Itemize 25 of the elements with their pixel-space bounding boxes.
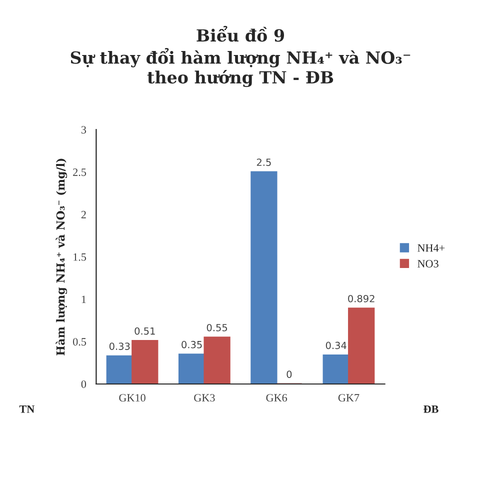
y-tick-label: 0.5 — [73, 338, 86, 346]
y-axis-title: Hàm lượng NH₄⁺ và NO₃⁻ (mg/l) — [56, 158, 68, 356]
text: TN — [19, 406, 35, 413]
x-tick-label: GK10 — [119, 394, 146, 402]
legend-label: NO3 — [418, 260, 438, 268]
data-label: 0.33 — [109, 342, 130, 350]
data-label: 0.51 — [134, 327, 155, 335]
chart-title: Biểu đồ 9 Sự thay đổi hàm lượng NH₄⁺ và NO₃⁻ theo hướng TN - ĐB — [70, 26, 410, 88]
data-label: 0 — [286, 370, 292, 378]
text: ĐB — [424, 406, 438, 413]
x-tick-label: GK3 — [194, 394, 215, 402]
y-tick-label: 1.5 — [74, 253, 86, 261]
data-label: 0.34 — [326, 342, 346, 350]
y-tick-label: 1 — [82, 296, 86, 304]
x-tick-label: GK6 — [266, 394, 288, 402]
y-tick-label: 3 — [81, 126, 86, 134]
legend-label: NH4+ — [418, 244, 445, 252]
y-tick-label: 0 — [81, 380, 86, 388]
data-label: 0.55 — [206, 324, 228, 332]
y-tick-label: 2.5 — [73, 168, 86, 176]
y-tick-label: 2 — [81, 210, 86, 218]
data-label: 0.35 — [182, 340, 202, 348]
data-label: 2.5 — [256, 158, 271, 166]
x-tick-label: GK7 — [338, 394, 360, 402]
data-label: 0.892 — [348, 294, 374, 302]
